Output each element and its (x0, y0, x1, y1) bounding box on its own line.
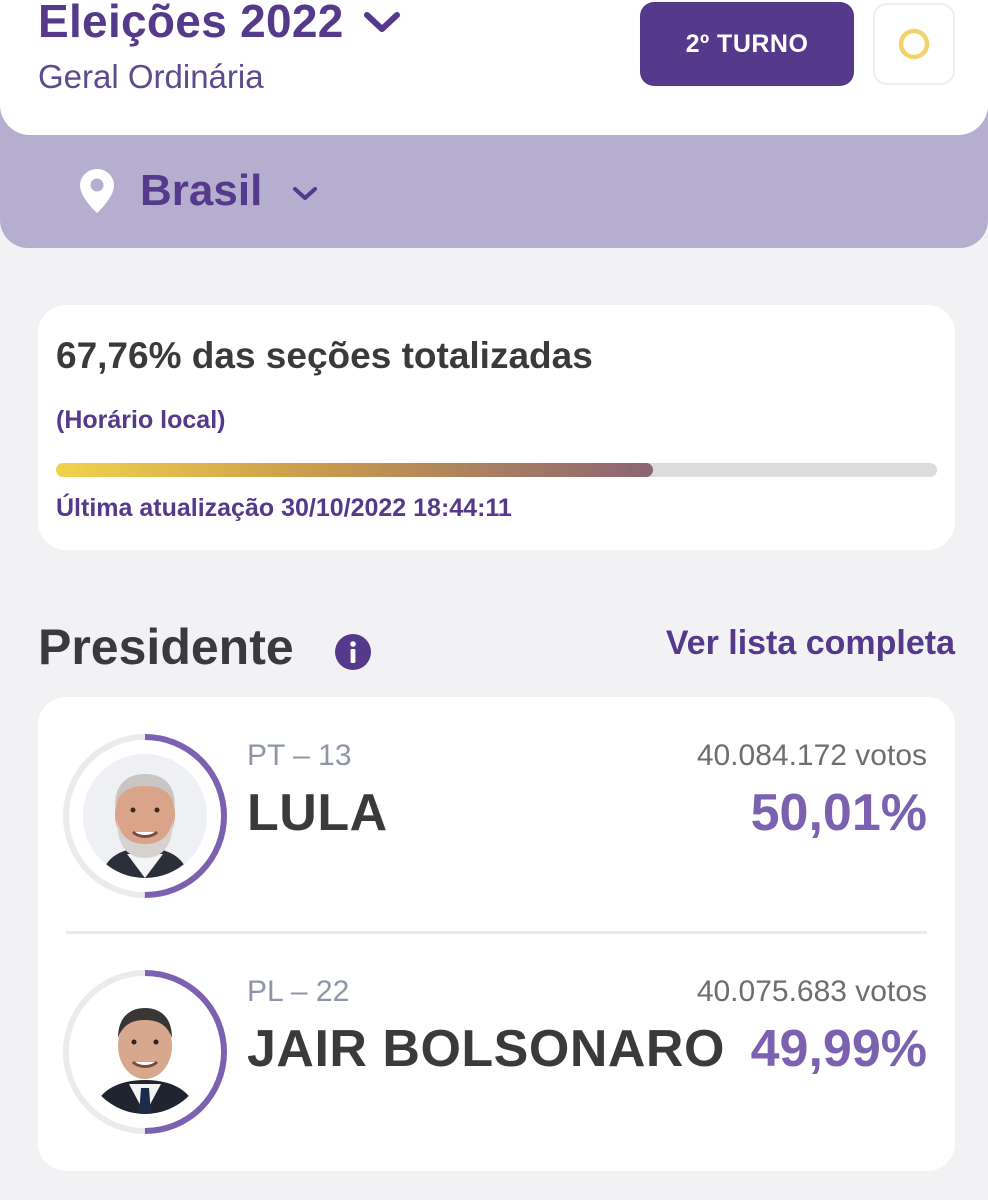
divider (66, 931, 927, 934)
full-list-link[interactable]: Ver lista completa (665, 624, 955, 662)
totalization-progress-bar (56, 463, 937, 477)
candidate-photo-bolsonaro (83, 990, 207, 1114)
vote-share-ring (63, 970, 227, 1134)
candidate-votes: 40.084.172 votos (696, 739, 927, 772)
candidate-photo-lula (83, 754, 207, 878)
last-update-text: Última atualização 30/10/2022 18:44:11 (56, 494, 512, 522)
candidate-name: LULA (247, 784, 388, 842)
page-title[interactable]: Eleições 2022 (38, 0, 344, 47)
candidate-avatar (62, 969, 228, 1135)
chevron-down-icon[interactable] (292, 186, 318, 202)
totalization-card: 67,76% das seções totalizadas (Horário l… (38, 305, 955, 550)
ring-share-arc (63, 970, 227, 1134)
progress-fill (56, 463, 653, 477)
chevron-down-icon[interactable] (362, 11, 402, 35)
candidate-percent: 50,01% (750, 784, 927, 842)
election-selector[interactable]: Eleições 2022 (38, 0, 402, 48)
location-selector[interactable]: Brasil (80, 166, 318, 216)
header: Eleições 2022 Geral Ordinária 2º TURNO (0, 0, 988, 135)
theme-toggle-button[interactable] (873, 3, 955, 85)
candidate-party: PT – 13 (247, 739, 352, 772)
candidate-percent: 49,99% (750, 1020, 927, 1078)
map-pin-icon (80, 169, 114, 213)
circle-icon (898, 28, 930, 60)
candidate-votes: 40.075.683 votos (696, 975, 927, 1008)
sections-totalized-text: 67,76% das seções totalizadas (56, 335, 593, 376)
candidate-row[interactable]: PL – 22 JAIR BOLSONARO 40.075.683 votos … (38, 969, 955, 1169)
info-icon[interactable] (334, 633, 372, 671)
candidate-avatar (62, 733, 228, 899)
election-subtitle: Geral Ordinária (38, 58, 264, 95)
candidate-row[interactable]: PT – 13 LULA 40.084.172 votos 50,01% (38, 733, 955, 933)
turno-button[interactable]: 2º TURNO (640, 2, 854, 86)
candidate-party: PL – 22 (247, 975, 350, 1008)
candidate-name: JAIR BOLSONARO (247, 1020, 725, 1078)
section-title: Presidente (38, 619, 294, 675)
location-name[interactable]: Brasil (140, 166, 263, 215)
candidates-card: PT – 13 LULA 40.084.172 votos 50,01% (38, 697, 955, 1171)
local-time-note: (Horário local) (56, 406, 226, 434)
vote-share-ring (63, 734, 227, 898)
ring-share-arc (63, 734, 227, 898)
